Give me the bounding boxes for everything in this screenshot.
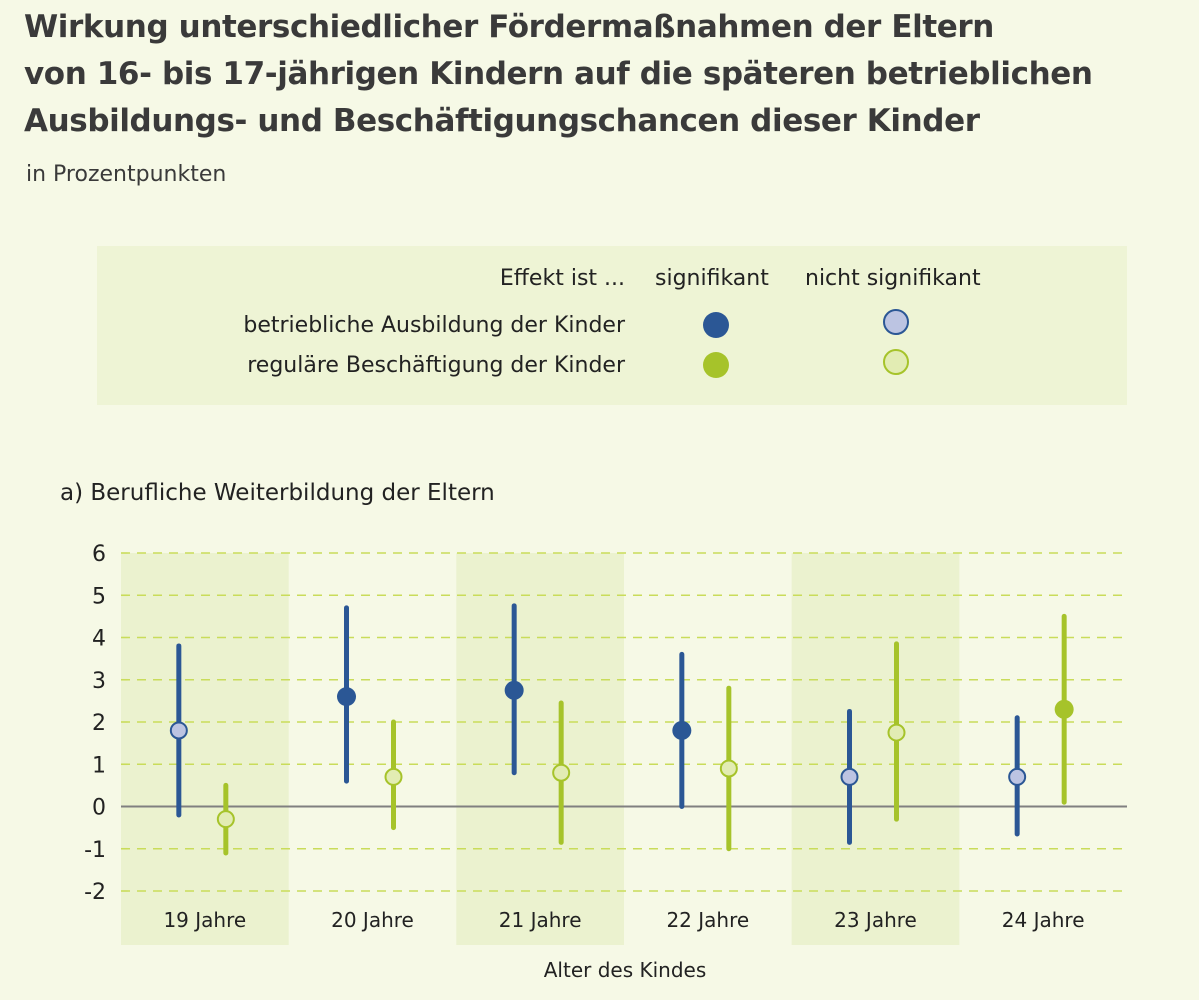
x-tick-label: 20 Jahre	[331, 908, 414, 932]
point-ausbildung-not-significant	[1008, 767, 1027, 786]
category-band	[121, 553, 289, 945]
legend-marker-beschaeftigung-not-significant	[883, 349, 909, 375]
x-tick-label: 23 Jahre	[834, 908, 917, 932]
category-band	[791, 553, 960, 945]
y-tick-label: 1	[92, 753, 106, 778]
point-ausbildung-significant	[337, 687, 356, 707]
legend-col-significant: signifikant	[655, 266, 769, 291]
legend: Effekt ist ... signifikant nicht signifi…	[97, 246, 1127, 405]
chart-subtitle: in Prozentpunkten	[26, 162, 227, 187]
point-ausbildung-significant	[504, 680, 524, 700]
x-tick-label: 24 Jahre	[1002, 908, 1085, 932]
point-ausbildung-not-significant	[169, 721, 188, 740]
x-tick-label: 21 Jahre	[499, 908, 582, 932]
x-tick-label: 22 Jahre	[666, 908, 749, 932]
point-beschaeftigung-not-significant	[384, 767, 403, 786]
category-band	[456, 553, 624, 945]
point-beschaeftigung-significant	[1054, 699, 1074, 719]
legend-marker-ausbildung-significant	[703, 312, 729, 338]
point-beschaeftigung-not-significant	[216, 810, 235, 829]
y-tick-label: 4	[92, 627, 106, 652]
x-axis-label: Alter des Kindes	[543, 958, 707, 982]
point-beschaeftigung-not-significant	[887, 723, 906, 742]
y-tick-label: 2	[92, 711, 106, 736]
y-tick-label: 5	[92, 584, 106, 609]
y-tick-label: 3	[92, 669, 106, 694]
y-tick-label: 6	[92, 542, 106, 567]
chart-title: Wirkung unterschiedlicher Fördermaßnahme…	[24, 4, 1174, 145]
legend-col-not-significant: nicht signifikant	[805, 266, 981, 291]
point-beschaeftigung-not-significant	[552, 763, 571, 782]
y-tick-label: -1	[84, 838, 106, 863]
point-ausbildung-not-significant	[840, 767, 859, 786]
title-line-3: Ausbildungs- und Beschäftigungschancen d…	[24, 103, 980, 139]
legend-marker-beschaeftigung-significant	[703, 352, 729, 378]
legend-marker-ausbildung-not-significant	[883, 309, 909, 335]
title-line-2: von 16- bis 17-jährigen Kindern auf die …	[24, 56, 1093, 92]
panel-title: a) Berufliche Weiterbildung der Eltern	[60, 480, 495, 506]
chart-plot: 6 5 4 3 2 1 0 -1 -2 19 Jahre 20 Jahre 21 Jahre 22 Ja…	[84, 542, 1127, 945]
legend-header-label: Effekt ist ...	[499, 266, 625, 291]
x-tick-label: 19 Jahre	[163, 908, 246, 932]
legend-row-ausbildung-label: betriebliche Ausbildung der Kinder	[243, 313, 625, 338]
point-beschaeftigung-not-significant	[719, 759, 738, 778]
y-tick-label: -2	[84, 880, 106, 905]
y-tick-label: 0	[92, 796, 106, 821]
legend-row-beschaeftigung-label: reguläre Beschäftigung der Kinder	[247, 353, 625, 378]
point-ausbildung-significant	[672, 720, 692, 740]
title-line-1: Wirkung unterschiedlicher Fördermaßnahme…	[24, 9, 994, 45]
